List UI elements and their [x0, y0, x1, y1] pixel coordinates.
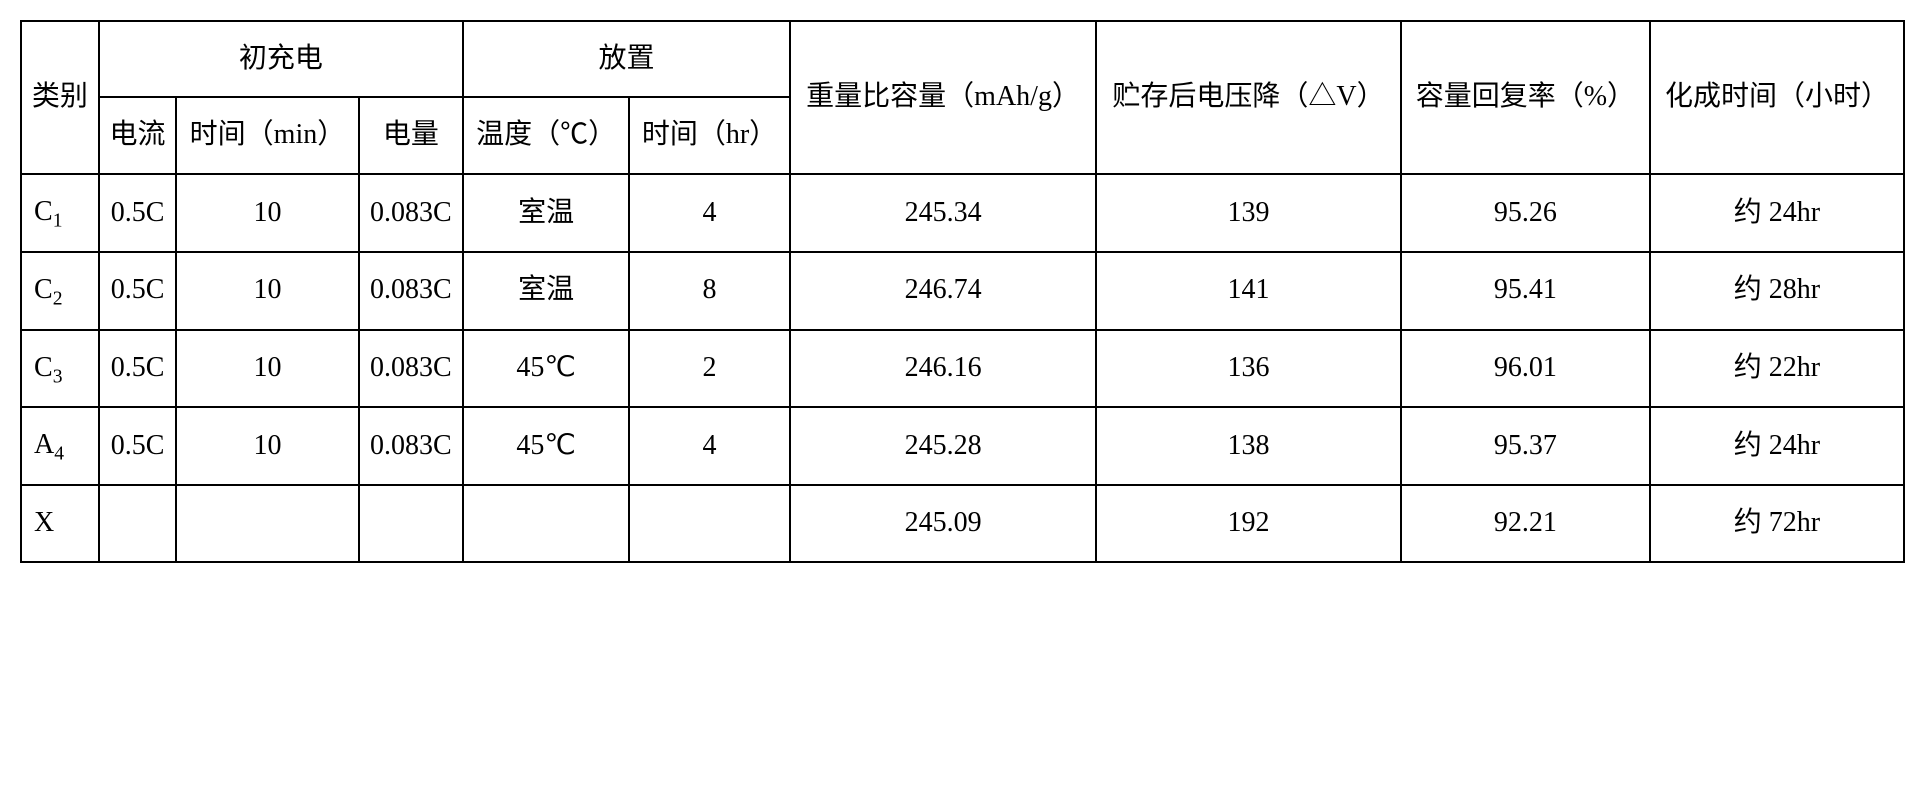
cell-weight-capacity: 246.16	[790, 330, 1096, 408]
header-row-1: 类别 初充电 放置 重量比容量（mAh/g） 贮存后电压降（△V） 容量回复率（…	[21, 21, 1904, 97]
cell-temperature	[463, 485, 629, 561]
cell-temperature: 45℃	[463, 407, 629, 485]
cell-time-min: 10	[176, 407, 358, 485]
header-time-hr: 时间（hr）	[629, 97, 790, 173]
cell-voltage-drop: 192	[1096, 485, 1401, 561]
cell-time-min	[176, 485, 358, 561]
cell-category: A4	[21, 407, 99, 485]
table-row: A40.5C100.083C45℃4245.2813895.37约 24hr	[21, 407, 1904, 485]
cell-voltage-drop: 141	[1096, 252, 1401, 330]
cell-formation-time: 约 24hr	[1650, 174, 1904, 252]
cell-time-hr: 8	[629, 252, 790, 330]
cell-voltage-drop: 136	[1096, 330, 1401, 408]
cell-capacity-charge: 0.083C	[359, 330, 464, 408]
cell-category: C1	[21, 174, 99, 252]
data-table: 类别 初充电 放置 重量比容量（mAh/g） 贮存后电压降（△V） 容量回复率（…	[20, 20, 1905, 563]
cell-time-hr: 4	[629, 407, 790, 485]
cell-recovery-rate: 95.41	[1401, 252, 1650, 330]
cell-time-min: 10	[176, 252, 358, 330]
cell-recovery-rate: 95.26	[1401, 174, 1650, 252]
table-row: C30.5C100.083C45℃2246.1613696.01约 22hr	[21, 330, 1904, 408]
header-recovery-rate: 容量回复率（%）	[1401, 21, 1650, 174]
header-placement: 放置	[463, 21, 790, 97]
header-category: 类别	[21, 21, 99, 174]
cell-weight-capacity: 245.34	[790, 174, 1096, 252]
header-current: 电流	[99, 97, 177, 173]
cell-voltage-drop: 139	[1096, 174, 1401, 252]
cell-time-min: 10	[176, 330, 358, 408]
cell-voltage-drop: 138	[1096, 407, 1401, 485]
cell-current: 0.5C	[99, 330, 177, 408]
table-row: C20.5C100.083C室温8246.7414195.41约 28hr	[21, 252, 1904, 330]
cell-capacity-charge: 0.083C	[359, 174, 464, 252]
cell-formation-time: 约 22hr	[1650, 330, 1904, 408]
header-weight-capacity: 重量比容量（mAh/g）	[790, 21, 1096, 174]
cell-current: 0.5C	[99, 407, 177, 485]
cell-time-hr: 4	[629, 174, 790, 252]
cell-capacity-charge: 0.083C	[359, 407, 464, 485]
header-time-min: 时间（min）	[176, 97, 358, 173]
cell-current: 0.5C	[99, 252, 177, 330]
header-temperature: 温度（℃）	[463, 97, 629, 173]
cell-current	[99, 485, 177, 561]
cell-formation-time: 约 24hr	[1650, 407, 1904, 485]
header-initial-charge: 初充电	[99, 21, 463, 97]
table-body: C10.5C100.083C室温4245.3413995.26约 24hrC20…	[21, 174, 1904, 562]
cell-temperature: 45℃	[463, 330, 629, 408]
table-row: X 245.0919292.21约 72hr	[21, 485, 1904, 561]
header-voltage-drop: 贮存后电压降（△V）	[1096, 21, 1401, 174]
cell-temperature: 室温	[463, 252, 629, 330]
cell-category: C2	[21, 252, 99, 330]
cell-formation-time: 约 72hr	[1650, 485, 1904, 561]
cell-time-hr	[629, 485, 790, 561]
cell-current: 0.5C	[99, 174, 177, 252]
cell-category: C3	[21, 330, 99, 408]
cell-capacity-charge: 0.083C	[359, 252, 464, 330]
cell-weight-capacity: 246.74	[790, 252, 1096, 330]
header-capacity-charge: 电量	[359, 97, 464, 173]
cell-weight-capacity: 245.09	[790, 485, 1096, 561]
cell-recovery-rate: 92.21	[1401, 485, 1650, 561]
cell-temperature: 室温	[463, 174, 629, 252]
table-row: C10.5C100.083C室温4245.3413995.26约 24hr	[21, 174, 1904, 252]
cell-capacity-charge	[359, 485, 464, 561]
header-formation-time: 化成时间（小时）	[1650, 21, 1904, 174]
cell-recovery-rate: 96.01	[1401, 330, 1650, 408]
cell-time-min: 10	[176, 174, 358, 252]
cell-recovery-rate: 95.37	[1401, 407, 1650, 485]
cell-category: X	[21, 485, 99, 561]
cell-time-hr: 2	[629, 330, 790, 408]
cell-weight-capacity: 245.28	[790, 407, 1096, 485]
cell-formation-time: 约 28hr	[1650, 252, 1904, 330]
